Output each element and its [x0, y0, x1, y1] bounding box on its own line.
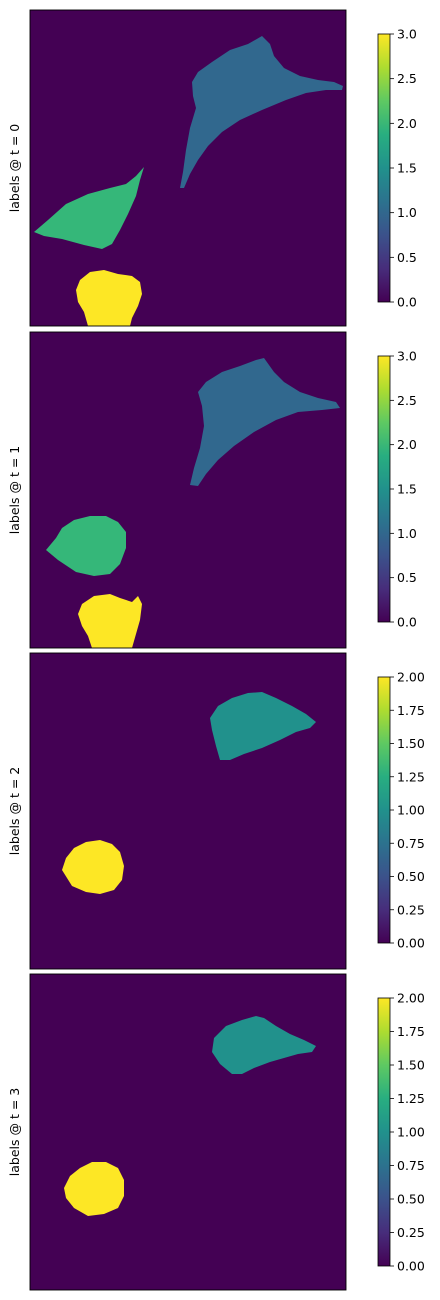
colorbar-ticks: 0.0 0.5 1.0 1.5 2.0 2.5 3.0	[390, 349, 417, 630]
colorbar	[377, 676, 391, 944]
colorbar-tick-label: 1.00	[397, 803, 425, 818]
colorbar-tick-label: 1.00	[397, 1125, 425, 1140]
colorbar-tick-label: 2.5	[397, 393, 417, 408]
cell-label-3	[78, 594, 142, 648]
cell-label-1	[210, 692, 316, 760]
heatmap-background	[30, 332, 346, 648]
colorbar-tick-label: 0.0	[397, 615, 417, 630]
cell-label-1	[212, 1016, 316, 1074]
y-axis-label: labels @ t = 2	[7, 767, 22, 855]
colorbar-tick-label: 0.25	[397, 902, 425, 917]
colorbar-tick-label: 0.25	[397, 1225, 425, 1240]
axes-frame	[29, 9, 347, 327]
colorbar-tick-label: 0.0	[397, 295, 417, 310]
colorbar-tick-label: 0.50	[397, 1192, 425, 1207]
colorbar-tick-label: 0.5	[397, 570, 417, 585]
colorbar	[377, 33, 391, 303]
heatmap-background	[30, 653, 346, 969]
colorbar-tick-label: 1.0	[397, 526, 417, 541]
colorbar-tick-label: 0.5	[397, 250, 417, 265]
colorbar-tick-label: 2.00	[397, 670, 425, 685]
colorbar-tick-label: 0.00	[397, 1259, 425, 1274]
panel-t0: labels @ t = 0 0.0 0.5 1.0 1.5 2.0 2.5 3.0	[7, 9, 417, 327]
cell-label-1	[190, 358, 340, 486]
cell-label-2	[64, 1162, 124, 1216]
colorbar-tick-label: 1.75	[397, 703, 425, 718]
panel-t3: labels @ t = 3 0.00 0.25 0.50 0.75 1.00 1.25 1…	[7, 973, 425, 1291]
colorbar	[377, 355, 391, 623]
cell-label-2	[34, 167, 144, 249]
colorbar-tick-label: 2.00	[397, 991, 425, 1006]
colorbar	[377, 997, 391, 1267]
colorbar-tick-label: 1.25	[397, 769, 425, 784]
colorbar-tick-label: 0.75	[397, 1158, 425, 1173]
colorbar-tick-label: 1.25	[397, 1091, 425, 1106]
colorbar-tick-label: 2.0	[397, 437, 417, 452]
axes-frame	[29, 652, 347, 970]
y-axis-label: labels @ t = 3	[7, 1088, 22, 1176]
colorbar-tick-label: 1.50	[397, 736, 425, 751]
panel-t2: labels @ t = 2 0.00 0.25 0.50 0.75 1.00 1.25 1…	[7, 652, 425, 970]
colorbar-tick-label: 3.0	[397, 27, 417, 42]
colorbar-ticks: 0.00 0.25 0.50 0.75 1.00 1.25 1.50 1.75 2.00	[390, 670, 425, 951]
colorbar-tick-label: 1.0	[397, 205, 417, 220]
colorbar-tick-label: 1.50	[397, 1058, 425, 1073]
colorbar-tick-label: 0.75	[397, 836, 425, 851]
colorbar-tick-label: 1.5	[397, 482, 417, 497]
heatmap-background	[30, 974, 346, 1290]
cell-label-3	[76, 270, 142, 326]
colorbar-tick-label: 0.50	[397, 869, 425, 884]
colorbar-ticks: 0.0 0.5 1.0 1.5 2.0 2.5 3.0	[390, 27, 417, 310]
axes-frame	[29, 973, 347, 1291]
cell-label-2	[46, 516, 126, 576]
cell-label-2	[62, 840, 124, 894]
axes-frame	[29, 331, 347, 649]
cell-label-1	[180, 36, 343, 188]
colorbar-tick-label: 2.0	[397, 116, 417, 131]
colorbar-tick-label: 1.75	[397, 1024, 425, 1039]
colorbar-ticks: 0.00 0.25 0.50 0.75 1.00 1.25 1.50 1.75 2.00	[390, 991, 425, 1274]
panel-t1: labels @ t = 1 0.0 0.5 1.0 1.5 2.0 2.5 3.0	[7, 331, 417, 649]
y-axis-label: labels @ t = 1	[7, 446, 22, 534]
colorbar-tick-label: 2.5	[397, 71, 417, 86]
colorbar-tick-label: 3.0	[397, 349, 417, 364]
colorbar-tick-label: 0.00	[397, 936, 425, 951]
colorbar-tick-label: 1.5	[397, 161, 417, 176]
y-axis-label: labels @ t = 0	[7, 124, 22, 213]
